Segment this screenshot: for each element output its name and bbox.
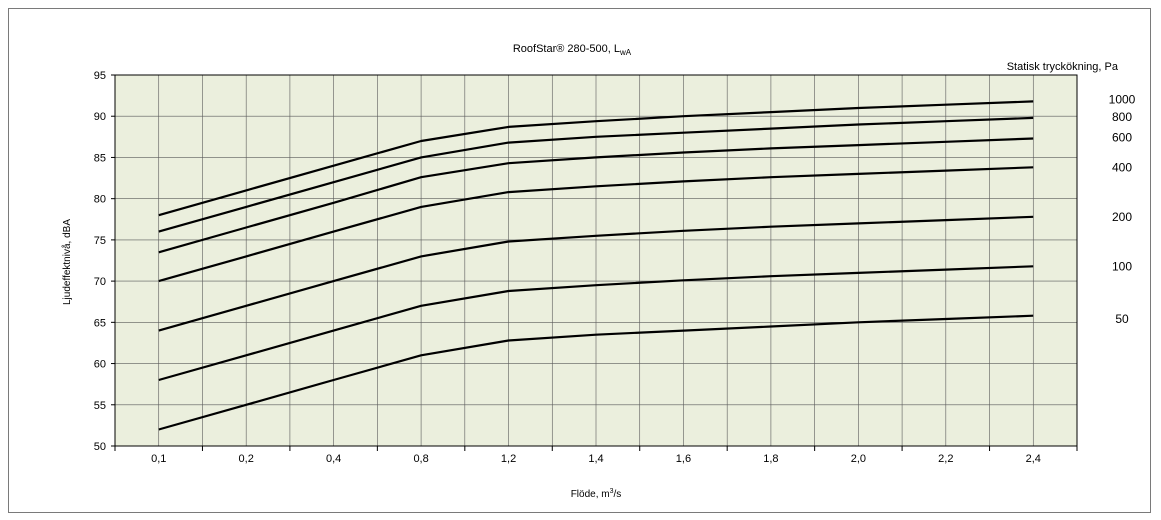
series-label-200: 200 bbox=[1112, 210, 1132, 224]
x-tick-label: 2,2 bbox=[938, 453, 953, 465]
x-tick-label: 0,2 bbox=[239, 453, 254, 465]
y-tick-label: 60 bbox=[94, 359, 106, 371]
chart-title: RoofStar® 280-500, LwA bbox=[513, 43, 632, 57]
y-tick-label: 65 bbox=[94, 317, 106, 329]
x-tick-label: 0,4 bbox=[326, 453, 341, 465]
plot-layer: 50 55 60 65 70 75 80 85 90 95 0,1 0,2 0,4 0,8 1,2 1,4 1,… bbox=[94, 70, 1136, 465]
series-line-600 bbox=[158, 137, 1034, 254]
x-tick-label: 1,2 bbox=[501, 453, 516, 465]
y-tick-label: 50 bbox=[94, 441, 106, 453]
series-label-400: 400 bbox=[1112, 160, 1132, 174]
y-tick-label: 95 bbox=[94, 70, 106, 82]
series-label-50: 50 bbox=[1115, 312, 1129, 326]
series-line-50 bbox=[158, 314, 1034, 431]
series-line-1000 bbox=[158, 100, 1034, 217]
x-tick-label: 0,8 bbox=[413, 453, 428, 465]
x-tick-label: 2,4 bbox=[1026, 453, 1041, 465]
y-tick-label: 80 bbox=[94, 194, 106, 206]
y-tick-label: 90 bbox=[94, 111, 106, 123]
x-axis-label: Flöde, m3/s bbox=[571, 488, 622, 500]
series-line-200 bbox=[158, 215, 1034, 332]
series-label-100: 100 bbox=[1112, 259, 1132, 273]
x-tick-label: 1,6 bbox=[676, 453, 691, 465]
series-line-400 bbox=[158, 166, 1034, 283]
y-tick-label: 75 bbox=[94, 235, 106, 247]
y-tick-label: 70 bbox=[94, 276, 106, 288]
series-label-600: 600 bbox=[1112, 131, 1132, 145]
y-tick-label: 85 bbox=[94, 152, 106, 164]
x-tick-label: 2,0 bbox=[851, 453, 866, 465]
y-tick-label: 55 bbox=[94, 400, 106, 412]
series-line-800 bbox=[158, 116, 1034, 233]
y-axis-label: Ljudeffektnivå, dBA bbox=[61, 219, 73, 305]
series-label-800: 800 bbox=[1112, 110, 1132, 124]
series-line-100 bbox=[158, 265, 1034, 382]
series-label-1000: 1000 bbox=[1109, 93, 1136, 107]
plot-border bbox=[114, 74, 1078, 447]
x-tick-label: 1,8 bbox=[763, 453, 778, 465]
x-tick-label: 1,4 bbox=[588, 453, 603, 465]
x-tick-label: 0,1 bbox=[151, 453, 166, 465]
right-axis-title: Statisk tryckökning, Pa bbox=[1007, 61, 1119, 73]
